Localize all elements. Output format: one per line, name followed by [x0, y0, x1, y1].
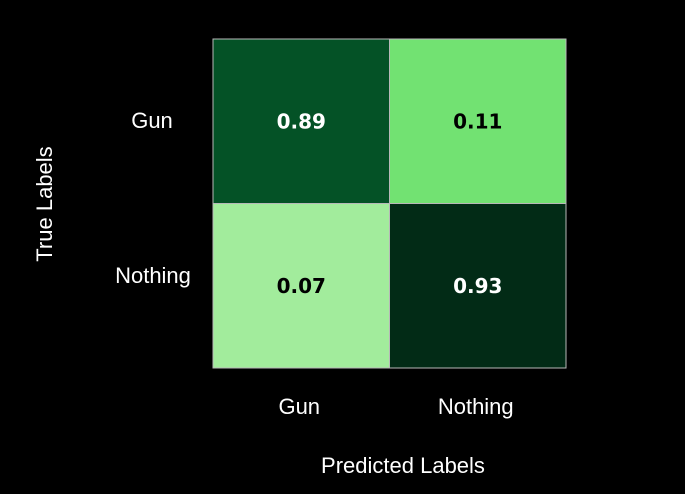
heatmap-value-nothing-gun: 0.07 [277, 274, 326, 298]
y-tick-labels: Gun Nothing [115, 108, 191, 288]
x-tick-labels: Gun Nothing [278, 394, 513, 419]
heatmap-value-nothing-nothing: 0.93 [453, 274, 502, 298]
heatmap-cell-gun-gun [212, 38, 390, 204]
x-axis-title: Predicted Labels [321, 453, 485, 478]
x-tick-label-nothing: Nothing [438, 394, 514, 419]
heatmap-cell-nothing-gun [212, 203, 390, 369]
heatmap-cell-nothing-nothing [389, 203, 567, 369]
heatmap-value-gun-gun: 0.89 [277, 109, 326, 133]
heatmap-cell-gun-nothing [389, 38, 567, 204]
heatmap-value-gun-nothing: 0.11 [453, 109, 502, 133]
heatmap-cells [212, 38, 567, 369]
x-tick-label-gun: Gun [278, 394, 320, 419]
heatmap-values: 0.89 0.11 0.07 0.93 [277, 109, 503, 298]
y-axis-title: True Labels [32, 146, 57, 261]
y-tick-label-nothing: Nothing [115, 263, 191, 288]
y-tick-label-gun: Gun [131, 108, 173, 133]
